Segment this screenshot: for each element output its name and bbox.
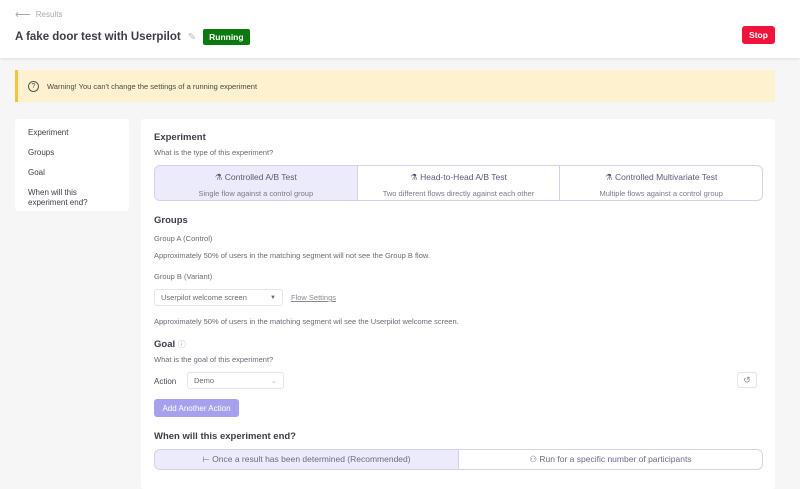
experiment-title: A fake door test with Userpilot ✎ Running — [15, 29, 250, 45]
experiment-type-selector: ⚗ Controlled A/B Test Single flow against… — [154, 165, 763, 201]
flask-icon: ⚗ — [410, 172, 418, 182]
caret-down-icon: ▼ — [270, 294, 276, 301]
type-label: Head-to-Head A/B Test — [420, 172, 507, 182]
action-value: Demo — [194, 376, 215, 385]
chevron-down-icon: ⌄ — [270, 376, 277, 385]
warning-text: Warning! You can't change the settings o… — [47, 81, 258, 91]
type-controlled-ab[interactable]: ⚗ Controlled A/B Test Single flow against… — [155, 166, 358, 200]
end-option-result[interactable]: ⊢ Once a result has been determined (Rec… — [155, 450, 459, 469]
sidebar-item-experiment[interactable]: Experiment — [28, 128, 69, 137]
experiment-heading: Experiment — [154, 132, 206, 143]
goal-question: What is the goal of this experiment? — [154, 355, 274, 364]
warning-banner: ? Warning! You can't change the settings … — [15, 70, 775, 102]
action-label: Action — [154, 377, 177, 386]
experiment-question: What is the type of this experiment? — [154, 148, 274, 157]
flow-select[interactable]: Userpilot welcome screen ▼ — [154, 289, 283, 306]
type-desc: Single flow against a control group — [198, 189, 314, 198]
type-label: Controlled Multivariate Test — [614, 172, 718, 182]
goal-heading: Goal ⓘ — [154, 339, 186, 350]
goal-heading-text: Goal — [154, 339, 176, 350]
question-icon: ? — [28, 80, 39, 92]
users-icon: ⚇ — [529, 454, 538, 464]
group-b-desc: Approximately 50% of users in the matchi… — [154, 317, 459, 326]
flow-settings-link[interactable]: Flow Settings — [291, 293, 337, 302]
type-label: Controlled A/B Test — [224, 172, 297, 182]
info-icon[interactable]: ⓘ — [177, 340, 186, 349]
type-head-to-head[interactable]: ⚗ Head-to-Head A/B Test Two different flo… — [358, 166, 561, 200]
type-desc: Multiple flows against a control group — [599, 189, 723, 198]
type-desc: Two different flows directly against eac… — [382, 189, 535, 198]
flow-value: Userpilot welcome screen — [161, 293, 247, 302]
flask-icon: ⚗ — [214, 172, 223, 182]
sidebar: Experiment Groups Goal When will this ex… — [15, 119, 129, 211]
stop-button[interactable]: Stop — [742, 26, 775, 44]
group-a-desc: Approximately 50% of users in the matchi… — [154, 251, 430, 260]
add-action-button[interactable]: Add Another Action — [154, 399, 239, 417]
sidebar-item-groups[interactable]: Groups — [28, 148, 55, 157]
sidebar-item-goal[interactable]: Goal — [28, 168, 45, 177]
groups-heading: Groups — [154, 215, 188, 226]
pencil-icon[interactable]: ✎ — [187, 31, 197, 43]
group-b-label: Group B (Variant) — [154, 272, 213, 281]
back-label: Results — [35, 10, 63, 19]
sidebar-item-end[interactable]: When will this experiment end? — [28, 188, 88, 207]
end-option-participants[interactable]: ⚇ Run for a specific number of participa… — [459, 450, 762, 469]
back-link[interactable]: ⟵ Results — [15, 8, 62, 21]
reset-icon[interactable]: ↺ — [737, 372, 757, 388]
page-header: ⟵ Results A fake door test with Userpilot… — [0, 0, 800, 58]
main-panel: Experiment What is the type of this expe… — [141, 119, 775, 489]
end-selector: ⊢ Once a result has been determined (Rec… — [154, 449, 763, 470]
type-multivariate[interactable]: ⚗ Controlled Multivariate Test Multiple f… — [560, 166, 762, 200]
end-heading: When will this experiment end? — [154, 431, 296, 442]
flask-icon: ⚗ — [604, 172, 613, 182]
arrow-left-icon: ⟵ — [15, 9, 31, 21]
end-option-label: Run for a specific number of participant… — [539, 454, 692, 464]
status-badge: Running — [203, 29, 250, 45]
action-select[interactable]: Demo ⌄ — [187, 372, 284, 389]
group-a-label: Group A (Control) — [154, 234, 213, 243]
title-text: A fake door test with Userpilot — [15, 31, 181, 43]
end-option-label: Once a result has been determined (Recom… — [212, 454, 411, 464]
branch-icon: ⊢ — [202, 454, 210, 464]
